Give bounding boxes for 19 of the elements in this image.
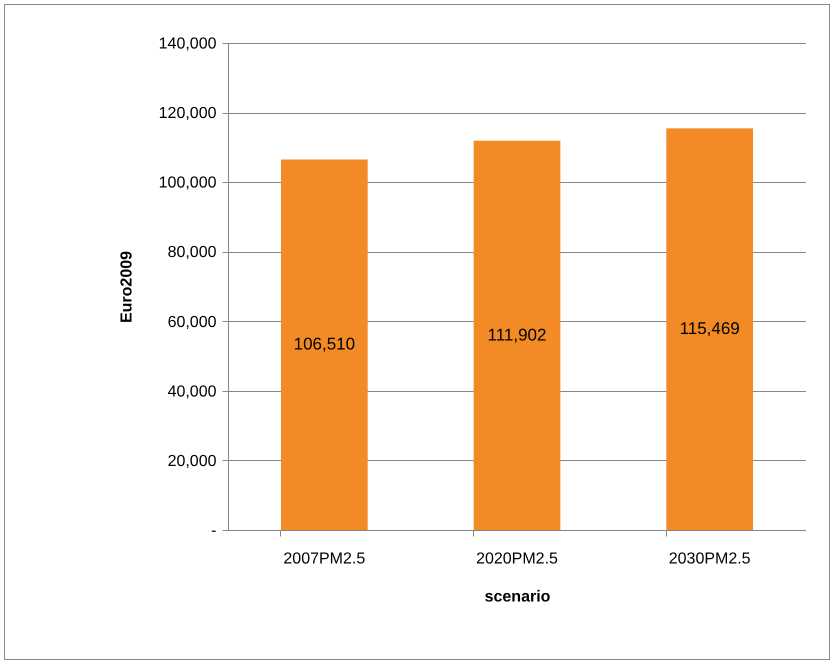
y-tick-label: 100,000	[158, 174, 217, 192]
y-tick-label: 140,000	[158, 36, 217, 52]
data-label: 115,469	[680, 319, 740, 338]
y-tick-label: 80,000	[168, 244, 217, 262]
bar	[666, 128, 754, 530]
y-tick-label: 20,000	[168, 452, 217, 470]
y-tick-label: 60,000	[168, 314, 217, 331]
x-axis-title: scenario	[484, 588, 551, 606]
bar	[280, 159, 368, 530]
y-axis-title: Euro2009	[118, 250, 136, 324]
x-tick-label: 2030PM2.5	[668, 550, 751, 568]
data-label: 111,902	[488, 325, 546, 344]
data-label: 106,510	[294, 334, 356, 354]
x-tick-label: 2020PM2.5	[476, 550, 558, 568]
x-tick-label: 2007PM2.5	[283, 550, 366, 568]
y-tick-label: 40,000	[168, 383, 217, 400]
bar	[474, 140, 560, 530]
y-tick-label: -	[211, 522, 216, 540]
y-tick-label: 120,000	[158, 105, 217, 122]
